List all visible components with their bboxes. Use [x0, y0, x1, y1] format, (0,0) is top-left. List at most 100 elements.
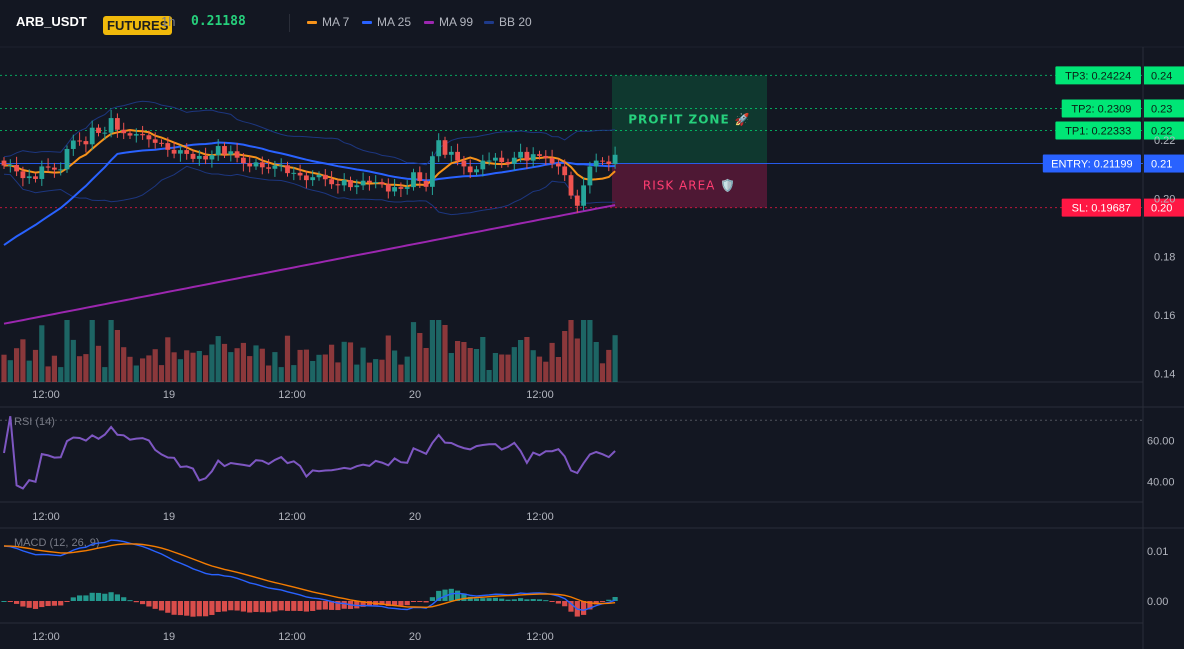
level-axis-text-1: 0.23	[1151, 103, 1172, 115]
volume-bar	[486, 370, 492, 382]
volume-bar	[360, 347, 366, 382]
level-tag-text-1: TP2: 0.2309	[1071, 103, 1131, 115]
macd-hist-bar	[203, 601, 209, 617]
volume-bar	[51, 355, 57, 382]
level-tag-2	[1055, 121, 1141, 140]
candle-body	[140, 134, 145, 136]
volume-bar	[480, 337, 486, 382]
macd-hist-bar	[108, 592, 114, 601]
candle-body	[518, 151, 523, 158]
volume-bar	[581, 320, 587, 382]
macd-hist-bar	[518, 598, 524, 601]
legend-ma25[interactable]: MA 25	[362, 15, 411, 29]
level-axis-text-4: 0.20	[1151, 203, 1172, 215]
volume-bar	[606, 349, 612, 382]
candle-body	[367, 180, 372, 183]
candle-body	[354, 185, 360, 188]
rsi-tick-0: 60.00	[1147, 436, 1175, 448]
rsi-label: RSI (14)	[14, 416, 55, 428]
candle-body	[398, 187, 404, 189]
volume-bar	[121, 347, 127, 382]
macd-hist-bar	[240, 601, 246, 612]
volume-bar	[373, 359, 379, 382]
volume-bar	[543, 361, 549, 382]
candle-body	[499, 157, 505, 163]
bb-upper	[3, 100, 616, 166]
volume-bar	[392, 350, 398, 382]
volume-bar	[240, 342, 246, 382]
volume-bar	[165, 337, 171, 382]
volume-bar	[266, 365, 272, 382]
volume-bar	[316, 354, 322, 382]
volume-bar	[158, 365, 165, 382]
candle-body	[14, 164, 19, 172]
macd-hist-bar	[448, 588, 454, 601]
macd-hist-bar	[612, 597, 618, 601]
volume-bar	[505, 354, 511, 382]
macd-signal-line	[3, 543, 616, 609]
candle-body	[127, 133, 133, 136]
volume-bar	[341, 341, 347, 382]
candle-body	[89, 127, 95, 145]
candle-body	[436, 140, 442, 157]
macd-hist-bar	[26, 601, 32, 608]
volume-bar	[587, 320, 593, 382]
legend-bb20[interactable]: BB 20	[484, 15, 532, 29]
price-tick-2: 0.18	[1154, 252, 1175, 264]
volume-bar	[492, 353, 498, 382]
legend-ma7[interactable]: MA 7	[307, 15, 349, 29]
macd-hist-bar	[417, 601, 423, 602]
interval-selector[interactable]: 1h	[161, 14, 176, 29]
candle-body	[600, 160, 605, 162]
volume-bar	[209, 344, 215, 382]
time-tick-0-0: 12:00	[32, 389, 60, 401]
macd-hist-bar	[366, 601, 372, 606]
macd-hist-bar	[329, 601, 335, 610]
legend-ma99-label: MA 99	[439, 15, 474, 29]
volume-bar	[108, 320, 114, 382]
macd-hist-bar	[7, 601, 13, 602]
candle-body	[612, 154, 618, 165]
macd-hist-bar	[58, 601, 64, 606]
time-tick-2-3: 20	[409, 631, 421, 643]
candle-body	[33, 176, 38, 179]
candle-body	[417, 172, 423, 181]
volume-bar	[423, 348, 429, 382]
volume-bar	[203, 355, 209, 382]
ma7-swatch	[307, 21, 317, 25]
volume-bar	[215, 336, 221, 382]
macd-hist-bar	[32, 601, 39, 609]
macd-hist-bar	[39, 601, 45, 608]
volume-bar	[436, 320, 442, 382]
volume-bar	[442, 325, 448, 382]
level-axis-text-3: 0.21	[1151, 159, 1172, 171]
candle-body	[203, 155, 208, 160]
candle-body	[562, 166, 568, 176]
candle-body	[64, 148, 70, 170]
macd-hist-bar	[127, 600, 133, 602]
volume-bar	[146, 355, 152, 382]
symbol-name[interactable]: ARB_USDT	[16, 14, 87, 29]
volume-bar	[14, 348, 20, 382]
macd-hist-bar	[499, 598, 505, 601]
time-tick-0-2: 12:00	[278, 389, 306, 401]
volume-bar	[530, 350, 536, 382]
candle-body	[285, 165, 290, 174]
time-tick-0-1: 19	[163, 389, 175, 401]
macd-hist-bar	[436, 590, 442, 601]
macd-hist-bar	[606, 599, 612, 601]
price-tick-4: 0.14	[1154, 368, 1175, 380]
level-axis-text-2: 0.22	[1151, 126, 1172, 138]
candle-body	[26, 176, 32, 179]
volume-bar	[259, 348, 265, 382]
legend-ma99[interactable]: MA 99	[424, 15, 473, 29]
candle-body	[341, 180, 347, 186]
candle-body	[77, 140, 82, 142]
rsi-line	[3, 416, 616, 490]
volume-bar	[511, 347, 517, 382]
volume-bar	[499, 354, 505, 382]
candle-body	[146, 135, 152, 140]
volume-bar	[366, 362, 372, 382]
volume-bar	[455, 341, 461, 382]
